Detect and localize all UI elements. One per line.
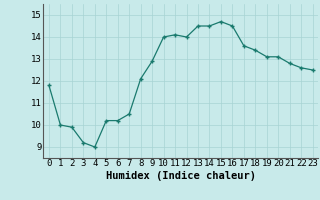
X-axis label: Humidex (Indice chaleur): Humidex (Indice chaleur): [106, 171, 256, 181]
